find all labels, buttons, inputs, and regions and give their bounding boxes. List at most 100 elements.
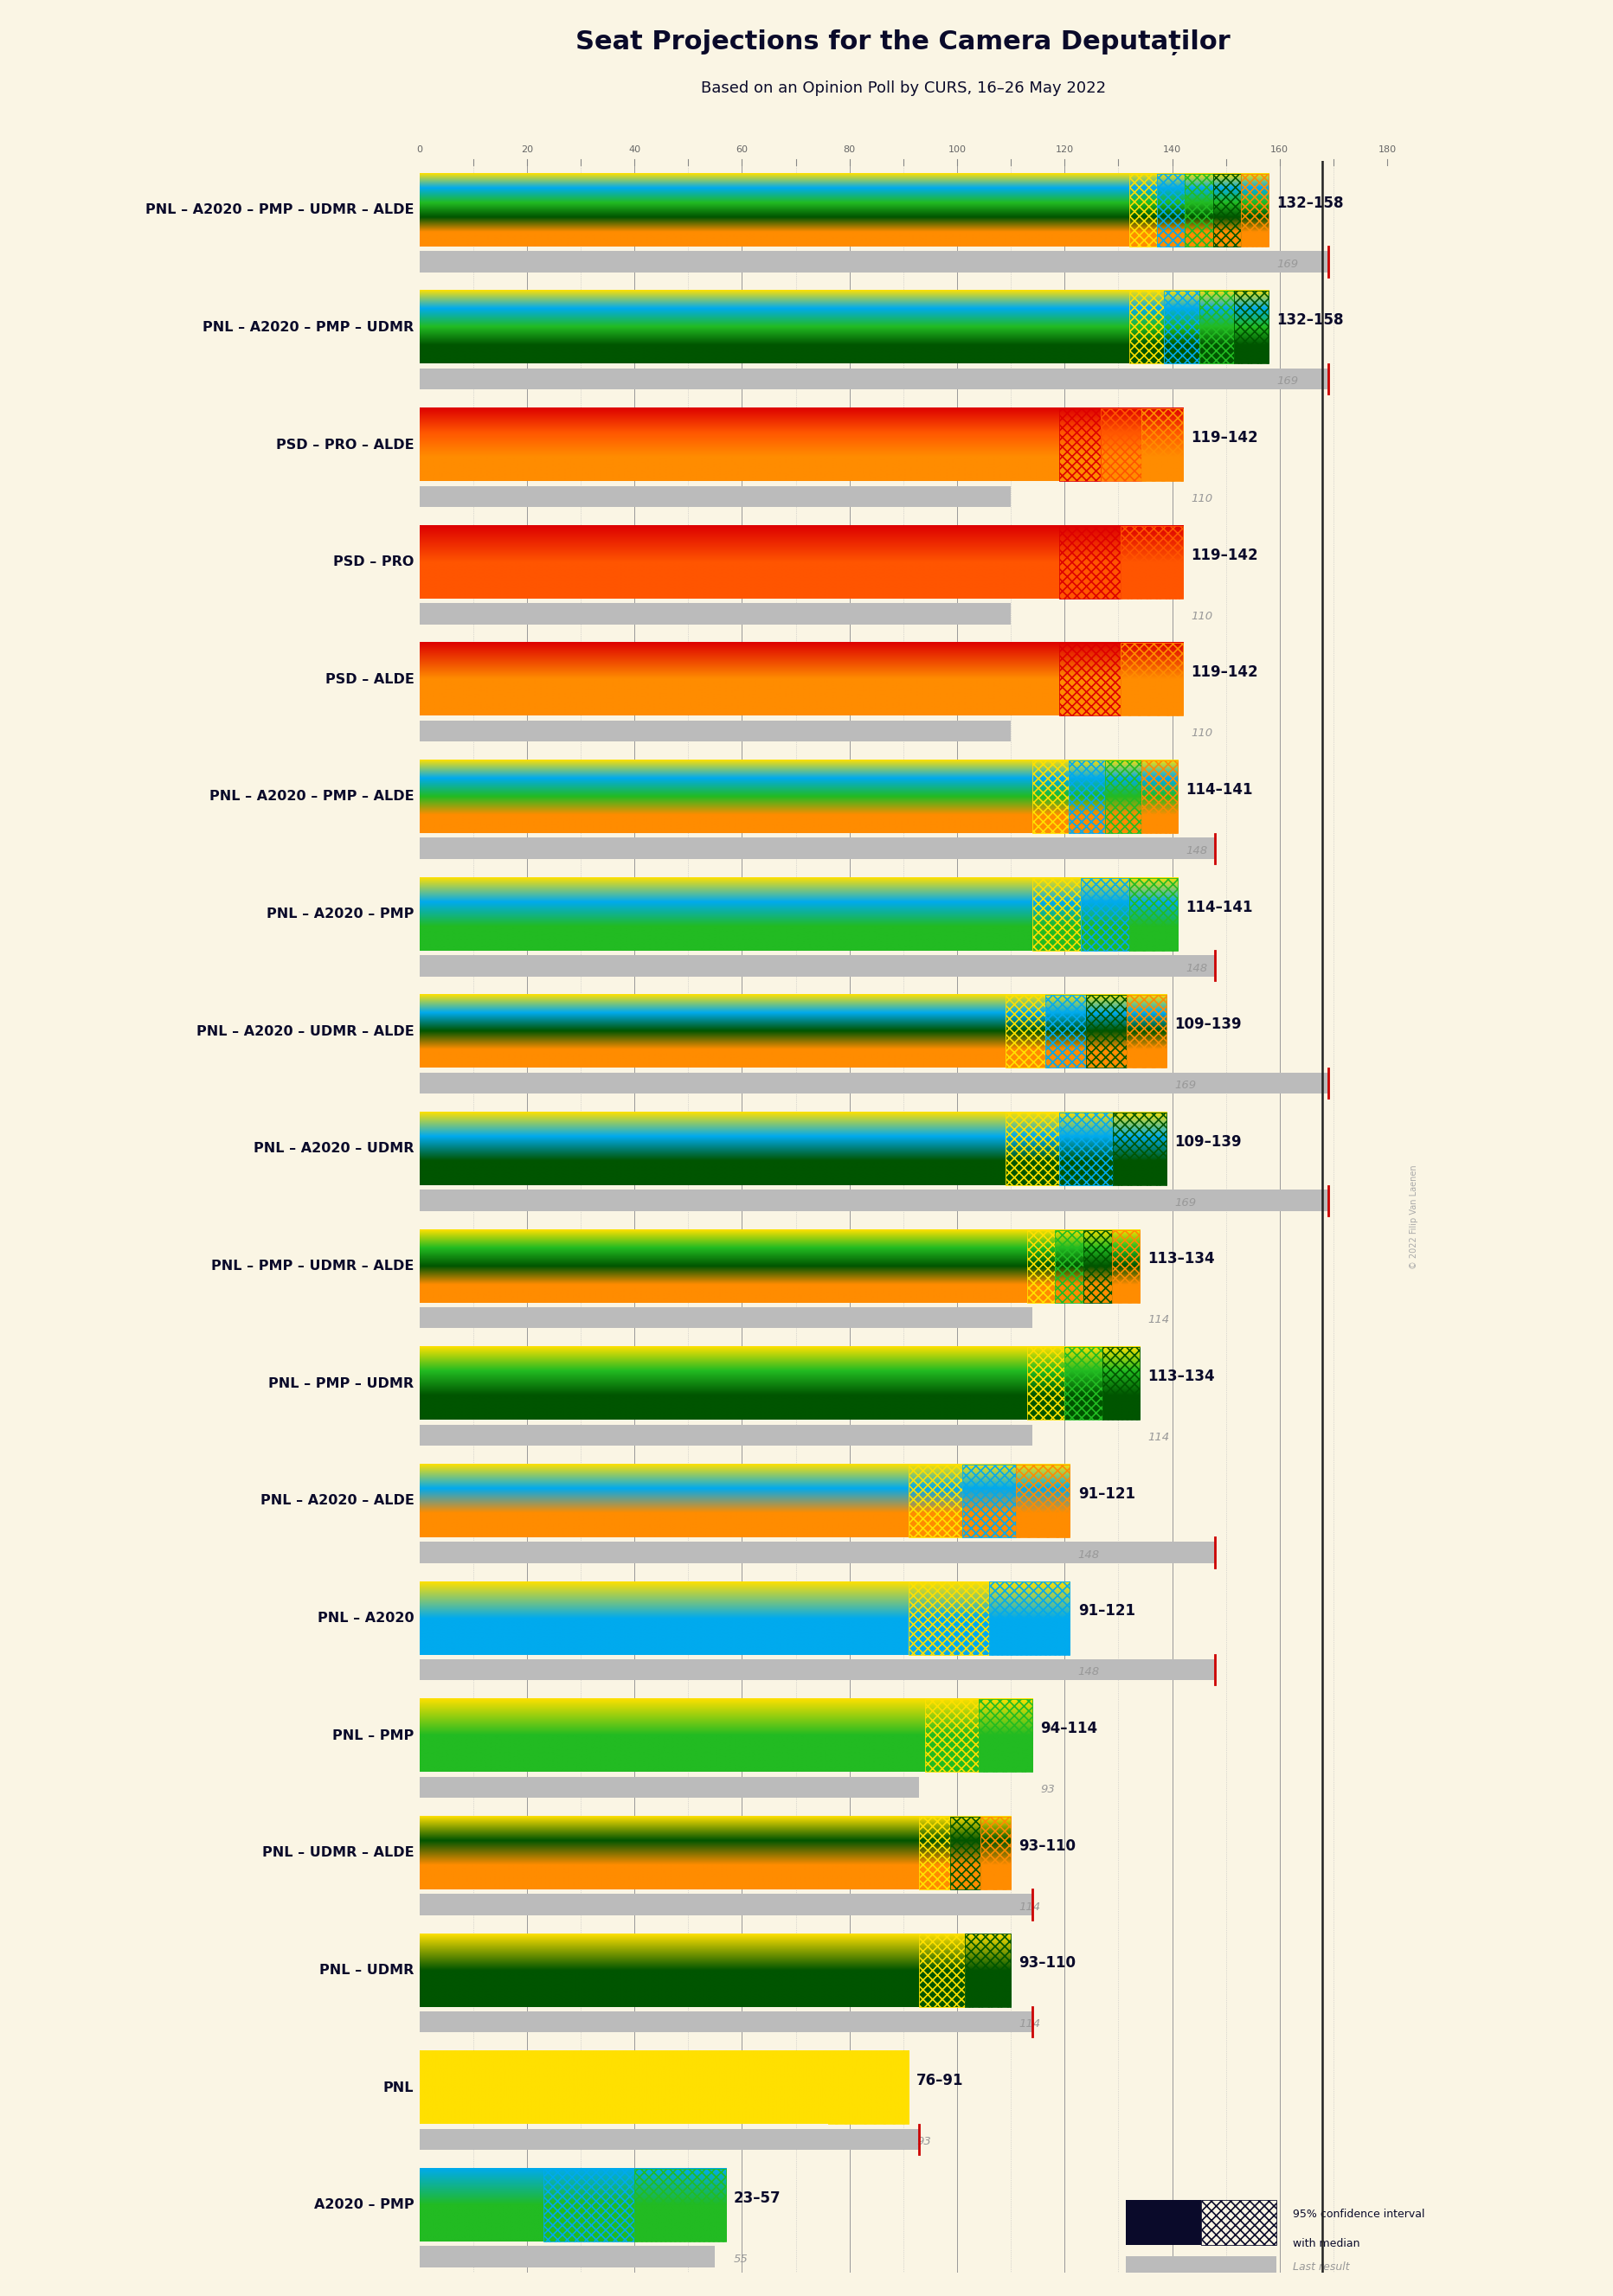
Bar <box>634 2170 726 2241</box>
Text: 91–121: 91–121 <box>1077 1486 1136 1502</box>
Bar <box>419 2128 919 2149</box>
Text: PNL – UDMR – ALDE: PNL – UDMR – ALDE <box>261 1846 415 1860</box>
Text: Seat Projections for the Camera Deputaților: Seat Projections for the Camera Deputați… <box>576 30 1231 55</box>
Bar <box>1084 1231 1111 1302</box>
Text: 148: 148 <box>1186 845 1207 856</box>
Text: 148: 148 <box>1077 1550 1100 1561</box>
Bar <box>419 1189 1327 1210</box>
Text: 148: 148 <box>1186 962 1207 974</box>
Text: 55: 55 <box>734 2252 748 2264</box>
Bar <box>908 1465 963 1538</box>
Text: PNL – A2020: PNL – A2020 <box>318 1612 415 1626</box>
Text: 169: 169 <box>1277 259 1298 269</box>
Text: PSD – PRO – ALDE: PSD – PRO – ALDE <box>276 439 415 452</box>
Bar <box>1234 292 1269 363</box>
Bar <box>1027 1348 1065 1419</box>
Text: 114: 114 <box>1019 2018 1040 2030</box>
Bar <box>544 2170 634 2241</box>
Bar <box>419 2011 1032 2032</box>
Text: 120: 120 <box>1055 145 1074 154</box>
Text: 93: 93 <box>916 2135 931 2147</box>
Bar <box>989 1582 1069 1655</box>
Text: 109–139: 109–139 <box>1174 1134 1242 1150</box>
Text: A2020 – PMP: A2020 – PMP <box>315 2200 415 2211</box>
Text: 93: 93 <box>1040 1784 1055 1795</box>
Text: 119–142: 119–142 <box>1190 546 1258 563</box>
Bar <box>827 2050 908 2124</box>
Bar <box>419 1072 1327 1093</box>
Text: 114: 114 <box>1019 1901 1040 1913</box>
Text: 113–134: 113–134 <box>1148 1368 1215 1384</box>
Bar <box>419 1777 919 1798</box>
Bar <box>919 1933 965 2007</box>
Bar <box>1126 994 1166 1068</box>
Text: 169: 169 <box>1277 377 1298 388</box>
Text: PNL – PMP – UDMR – ALDE: PNL – PMP – UDMR – ALDE <box>211 1261 415 1272</box>
Text: PNL – UDMR: PNL – UDMR <box>319 1963 415 1977</box>
Bar <box>1129 292 1165 363</box>
Text: 119–142: 119–142 <box>1190 429 1258 445</box>
Bar <box>1121 526 1182 599</box>
Bar <box>919 1816 950 1890</box>
Bar <box>1005 1114 1060 1185</box>
Text: 109–139: 109–139 <box>1174 1017 1242 1033</box>
Bar <box>1045 994 1086 1068</box>
Bar <box>1060 409 1100 482</box>
Text: 94–114: 94–114 <box>1040 1720 1097 1736</box>
Text: PNL – A2020 – PMP – ALDE: PNL – A2020 – PMP – ALDE <box>210 790 415 804</box>
Text: PSD – PRO: PSD – PRO <box>334 556 415 569</box>
Text: 93–110: 93–110 <box>1019 1839 1076 1853</box>
Bar <box>1129 877 1177 951</box>
Bar <box>419 721 1011 742</box>
Bar <box>419 955 1215 976</box>
Text: Based on an Opinion Poll by CURS, 16–26 May 2022: Based on an Opinion Poll by CURS, 16–26 … <box>700 80 1107 96</box>
Bar <box>419 367 1327 390</box>
Text: 23–57: 23–57 <box>734 2190 781 2206</box>
Text: 148: 148 <box>1077 1667 1100 1678</box>
Text: with median: with median <box>1292 2239 1360 2250</box>
Bar <box>419 487 1011 507</box>
Text: 132–158: 132–158 <box>1277 195 1344 211</box>
Text: 60: 60 <box>736 145 748 154</box>
Bar <box>1069 760 1105 833</box>
Bar <box>419 838 1215 859</box>
Text: Last result: Last result <box>1292 2262 1350 2273</box>
Bar <box>1105 760 1142 833</box>
Text: PNL: PNL <box>384 2080 415 2094</box>
Text: PNL – A2020 – UDMR: PNL – A2020 – UDMR <box>253 1143 415 1155</box>
Text: 114–141: 114–141 <box>1186 783 1253 797</box>
Text: 114–141: 114–141 <box>1186 900 1253 914</box>
Text: PNL – A2020 – PMP – UDMR: PNL – A2020 – PMP – UDMR <box>203 321 415 333</box>
Bar <box>1165 292 1198 363</box>
Bar <box>1065 1348 1102 1419</box>
Bar <box>965 1933 1011 2007</box>
Text: PNL – A2020 – PMP – UDMR – ALDE: PNL – A2020 – PMP – UDMR – ALDE <box>145 204 415 216</box>
Bar <box>1186 174 1213 246</box>
Bar <box>1240 174 1269 246</box>
Bar <box>1129 174 1157 246</box>
Bar <box>908 1582 989 1655</box>
Bar <box>979 1699 1032 1773</box>
Bar <box>1055 1231 1084 1302</box>
Bar <box>1126 2257 1276 2278</box>
Bar <box>1027 1231 1055 1302</box>
Bar <box>1157 174 1186 246</box>
Bar <box>924 1699 979 1773</box>
Bar <box>419 604 1011 625</box>
Text: 169: 169 <box>1174 1196 1197 1208</box>
Text: 80: 80 <box>844 145 855 154</box>
Bar <box>1060 1114 1113 1185</box>
Bar <box>1111 1231 1140 1302</box>
Text: 76–91: 76–91 <box>916 2073 965 2089</box>
Text: 110: 110 <box>1190 728 1213 739</box>
Bar <box>950 1816 981 1890</box>
Bar <box>1086 994 1126 1068</box>
Text: 169: 169 <box>1174 1079 1197 1091</box>
Bar <box>1202 2200 1276 2245</box>
Text: 110: 110 <box>1190 494 1213 505</box>
Text: 114: 114 <box>1148 1433 1169 1444</box>
Text: 40: 40 <box>629 145 640 154</box>
Bar <box>1213 174 1240 246</box>
Bar <box>1198 292 1234 363</box>
Bar <box>1032 877 1081 951</box>
